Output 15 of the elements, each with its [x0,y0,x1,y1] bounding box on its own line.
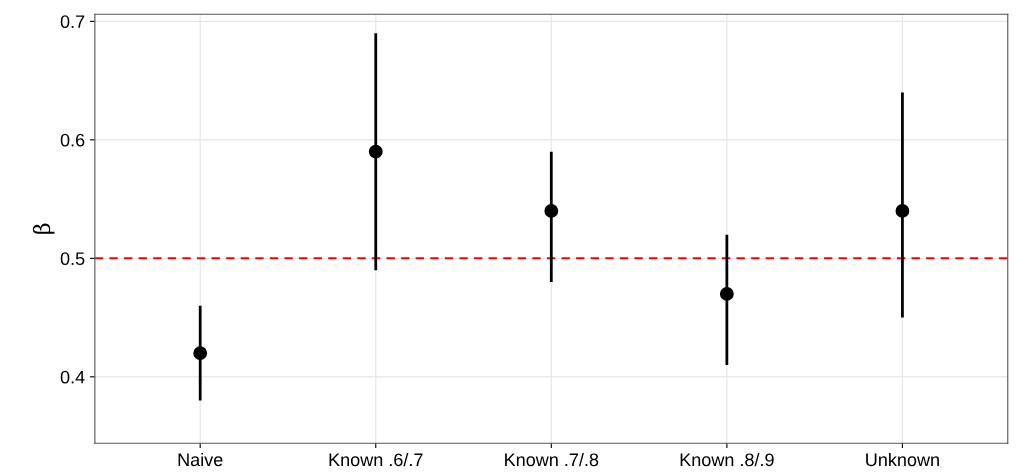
x-tick-label: Known .6/.7 [329,452,423,467]
x-tick-label: Known .8/.9 [680,452,774,467]
y-tick-label: 0.4 [60,370,85,384]
y-tick-label: 0.6 [60,133,85,147]
x-tick-label: Known .7/.8 [505,452,599,467]
point [719,286,734,301]
y-tick-label: 0.7 [60,15,85,29]
y-tick-label: 0.5 [60,252,85,266]
y-axis-title: β [32,223,55,234]
x-tick-label: Unknown [866,452,939,467]
point [544,204,559,218]
x-tick-label: Naive [178,452,223,467]
point [368,144,383,159]
point [895,204,910,218]
point [193,346,208,361]
